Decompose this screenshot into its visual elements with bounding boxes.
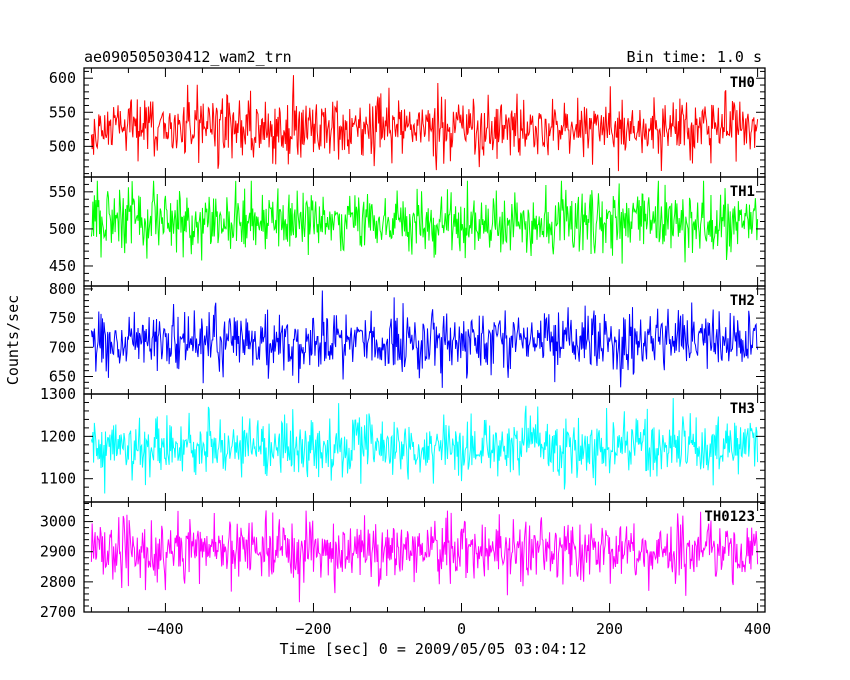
- bin-time-label: Bin time: 1.0 s: [627, 48, 762, 66]
- y-tick-label: 2700: [40, 603, 76, 621]
- x-axis-label: Time [sec] 0 = 2009/05/05 03:04:12: [279, 640, 586, 658]
- panel-th2: 650 700 750 800 TH2: [49, 280, 766, 395]
- y-tick-label: 500: [49, 137, 76, 155]
- y-tick-label: 500: [49, 220, 76, 238]
- panel-label-th2: TH2: [730, 293, 755, 309]
- y-axis-label: Counts/sec: [4, 295, 22, 385]
- y-tick-label: 2800: [40, 573, 76, 591]
- y-tick-label: 3000: [40, 513, 76, 531]
- panel-label-th3: TH3: [730, 401, 755, 417]
- y-tick-label: 1300: [40, 385, 76, 403]
- panel-label-th0: TH0: [730, 75, 755, 91]
- x-tick-label: 200: [596, 620, 623, 638]
- x-tick-label: 0: [457, 620, 466, 638]
- x-tick-label: −200: [295, 620, 331, 638]
- panel-th1: 450 500 550 TH1: [49, 176, 766, 287]
- series-line-th3: [90, 398, 759, 494]
- y-tick-label: 2900: [40, 543, 76, 561]
- series-line-th2: [90, 290, 759, 388]
- x-tick-label: −400: [147, 620, 183, 638]
- y-tick-label: 800: [49, 280, 76, 298]
- y-tick-label: 1100: [40, 470, 76, 488]
- panel-label-th0123: TH0123: [704, 509, 755, 525]
- series-line-th0: [90, 75, 759, 172]
- y-tick-label: 550: [49, 183, 76, 201]
- series-line-th0123: [90, 510, 759, 603]
- x-axis-ticks: −400 −200 0 200 400: [147, 620, 771, 638]
- y-tick-label: 650: [49, 367, 76, 385]
- x-tick-label: 400: [744, 620, 771, 638]
- y-tick-label: 550: [49, 103, 76, 121]
- y-tick-label: 450: [49, 257, 76, 275]
- panel-th3: 1100 1200 1300 TH3: [40, 385, 766, 503]
- y-tick-label: 600: [49, 69, 76, 87]
- panel-label-th1: TH1: [730, 184, 755, 200]
- y-tick-label: 1200: [40, 427, 76, 445]
- panel-th0: 500 550 600 TH0: [49, 67, 766, 178]
- plot-title: ae090505030412_wam2_trn: [84, 48, 292, 66]
- y-tick-label: 750: [49, 309, 76, 327]
- series-line-th1: [90, 180, 759, 264]
- y-tick-label: 700: [49, 338, 76, 356]
- panel-th0123: 2700 2800 2900 3000 TH0123: [40, 501, 766, 621]
- panels: 500 550 600 TH0 450 500 550 TH1 650 700 750 800 TH2 1…: [40, 67, 766, 621]
